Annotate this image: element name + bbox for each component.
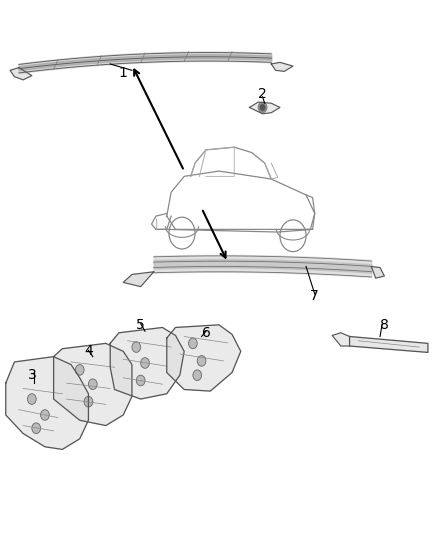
- Circle shape: [75, 365, 84, 375]
- Circle shape: [28, 394, 36, 405]
- Polygon shape: [332, 333, 350, 346]
- Circle shape: [260, 105, 265, 110]
- Circle shape: [88, 379, 97, 390]
- Circle shape: [84, 397, 93, 407]
- Polygon shape: [350, 336, 428, 352]
- Text: 2: 2: [258, 87, 267, 101]
- Polygon shape: [10, 68, 32, 80]
- Text: 7: 7: [311, 289, 319, 303]
- Text: 3: 3: [28, 368, 36, 382]
- Circle shape: [193, 370, 201, 381]
- Circle shape: [188, 338, 197, 349]
- Text: 5: 5: [136, 318, 145, 332]
- Text: 4: 4: [84, 344, 93, 358]
- Polygon shape: [271, 62, 293, 71]
- Circle shape: [41, 410, 49, 420]
- Polygon shape: [371, 266, 385, 278]
- Polygon shape: [250, 102, 280, 114]
- Circle shape: [141, 358, 149, 368]
- Circle shape: [32, 423, 41, 433]
- Circle shape: [132, 342, 141, 352]
- Text: 1: 1: [119, 66, 128, 80]
- Circle shape: [258, 102, 267, 113]
- Circle shape: [136, 375, 145, 386]
- Polygon shape: [6, 357, 88, 449]
- Text: 6: 6: [201, 326, 210, 340]
- Polygon shape: [110, 327, 184, 399]
- Polygon shape: [53, 343, 132, 425]
- Polygon shape: [123, 272, 154, 287]
- Polygon shape: [167, 325, 241, 391]
- Text: 8: 8: [380, 318, 389, 332]
- Circle shape: [197, 356, 206, 366]
